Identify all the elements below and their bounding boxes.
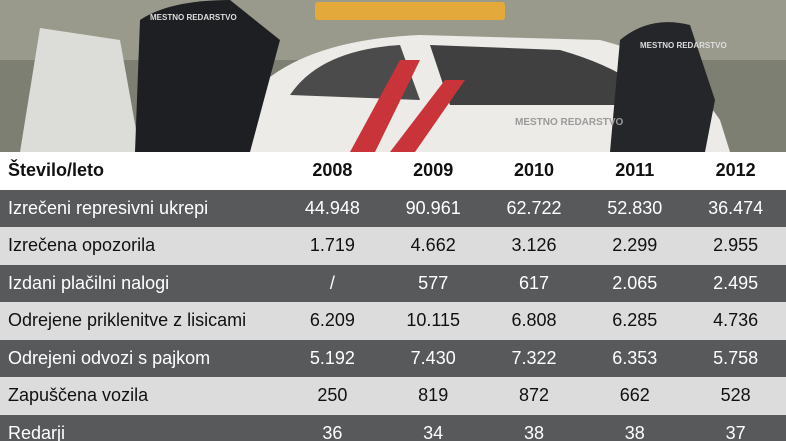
row-label: Zapuščena vozila [0, 377, 282, 415]
cell: 2.955 [685, 227, 786, 265]
cell: 577 [382, 264, 484, 302]
light-bar [315, 2, 505, 20]
cell: 4.662 [382, 227, 484, 265]
cell: 4.736 [685, 302, 786, 340]
cell: 6.209 [282, 302, 383, 340]
badge: MESTNO REDARSTVO [150, 13, 237, 22]
header-row: Število/leto 2008 2009 2010 2011 2012 [0, 152, 786, 190]
table-row: Odrejene priklenitve z lisicami 6.209 10.1… [0, 302, 786, 340]
table-row: Zapuščena vozila 250 819 872 662 528 [0, 377, 786, 415]
cell: 34 [382, 414, 484, 441]
cell: 62.722 [483, 189, 585, 227]
row-label: Število/leto [0, 152, 282, 190]
cell: 2009 [382, 152, 484, 190]
cell: 90.961 [382, 189, 484, 227]
cell: 2011 [584, 152, 686, 190]
cell: 819 [382, 377, 484, 415]
cell: 872 [483, 377, 585, 415]
person [135, 0, 280, 152]
row-label: Izrečeni represivni ukrepi [0, 189, 282, 227]
cell: 52.830 [584, 189, 686, 227]
row-label: Odrejene priklenitve z lisicami [0, 302, 282, 340]
photo: MESTNO REDARSTVO MESTNO REDARSTVO MESTNO… [0, 0, 786, 152]
car-door [20, 28, 140, 152]
row-label: Redarji [0, 414, 282, 441]
person [610, 22, 715, 152]
stripe [390, 80, 465, 152]
table-row: Izrečena opozorila 1.719 4.662 3.126 2.299 2.… [0, 227, 786, 265]
row-label: Izrečena opozorila [0, 227, 282, 265]
cell: 10.115 [382, 302, 484, 340]
cell: 44.948 [282, 189, 383, 227]
table-row: Odrejeni odvozi s pajkom 5.192 7.430 7.322 6… [0, 339, 786, 377]
table-row: Redarji 36 34 38 38 37 [0, 414, 786, 441]
cell: 36 [282, 414, 383, 441]
row-label: Odrejeni odvozi s pajkom [0, 339, 282, 377]
car-window [430, 45, 660, 105]
cell: 617 [483, 264, 585, 302]
cell: 37 [685, 414, 786, 441]
cell: 36.474 [685, 189, 786, 227]
cell: 3.126 [483, 227, 585, 265]
cell: 6.808 [483, 302, 585, 340]
cell: 2010 [483, 152, 585, 190]
cell: 2.495 [685, 264, 786, 302]
cell: 5.758 [685, 339, 786, 377]
cell: 6.353 [584, 339, 686, 377]
data-table: Število/leto 2008 2009 2010 2011 2012 Izrečeni… [0, 152, 786, 441]
cell: 7.322 [483, 339, 585, 377]
cell: 1.719 [282, 227, 383, 265]
car-lettering: MESTNO REDARSTVO [515, 117, 624, 128]
cell: 38 [483, 414, 585, 441]
cell: 250 [282, 377, 383, 415]
cell: 528 [685, 377, 786, 415]
cell: 2.299 [584, 227, 686, 265]
cell: 38 [584, 414, 686, 441]
cell: 2008 [282, 152, 383, 190]
table-row: Izrečeni represivni ukrepi 44.948 90.961 62… [0, 189, 786, 227]
cell: 662 [584, 377, 686, 415]
cell: 5.192 [282, 339, 383, 377]
badge: MESTNO REDARSTVO [640, 41, 727, 50]
cell: 7.430 [382, 339, 484, 377]
cell: 6.285 [584, 302, 686, 340]
cell: 2012 [685, 152, 786, 190]
cell: 2.065 [584, 264, 686, 302]
row-label: Izdani plačilni nalogi [0, 264, 282, 302]
stripe [350, 60, 420, 152]
cell: / [282, 264, 383, 302]
table-row: Izdani plačilni nalogi/577 617 2.065 2.495 [0, 264, 786, 302]
